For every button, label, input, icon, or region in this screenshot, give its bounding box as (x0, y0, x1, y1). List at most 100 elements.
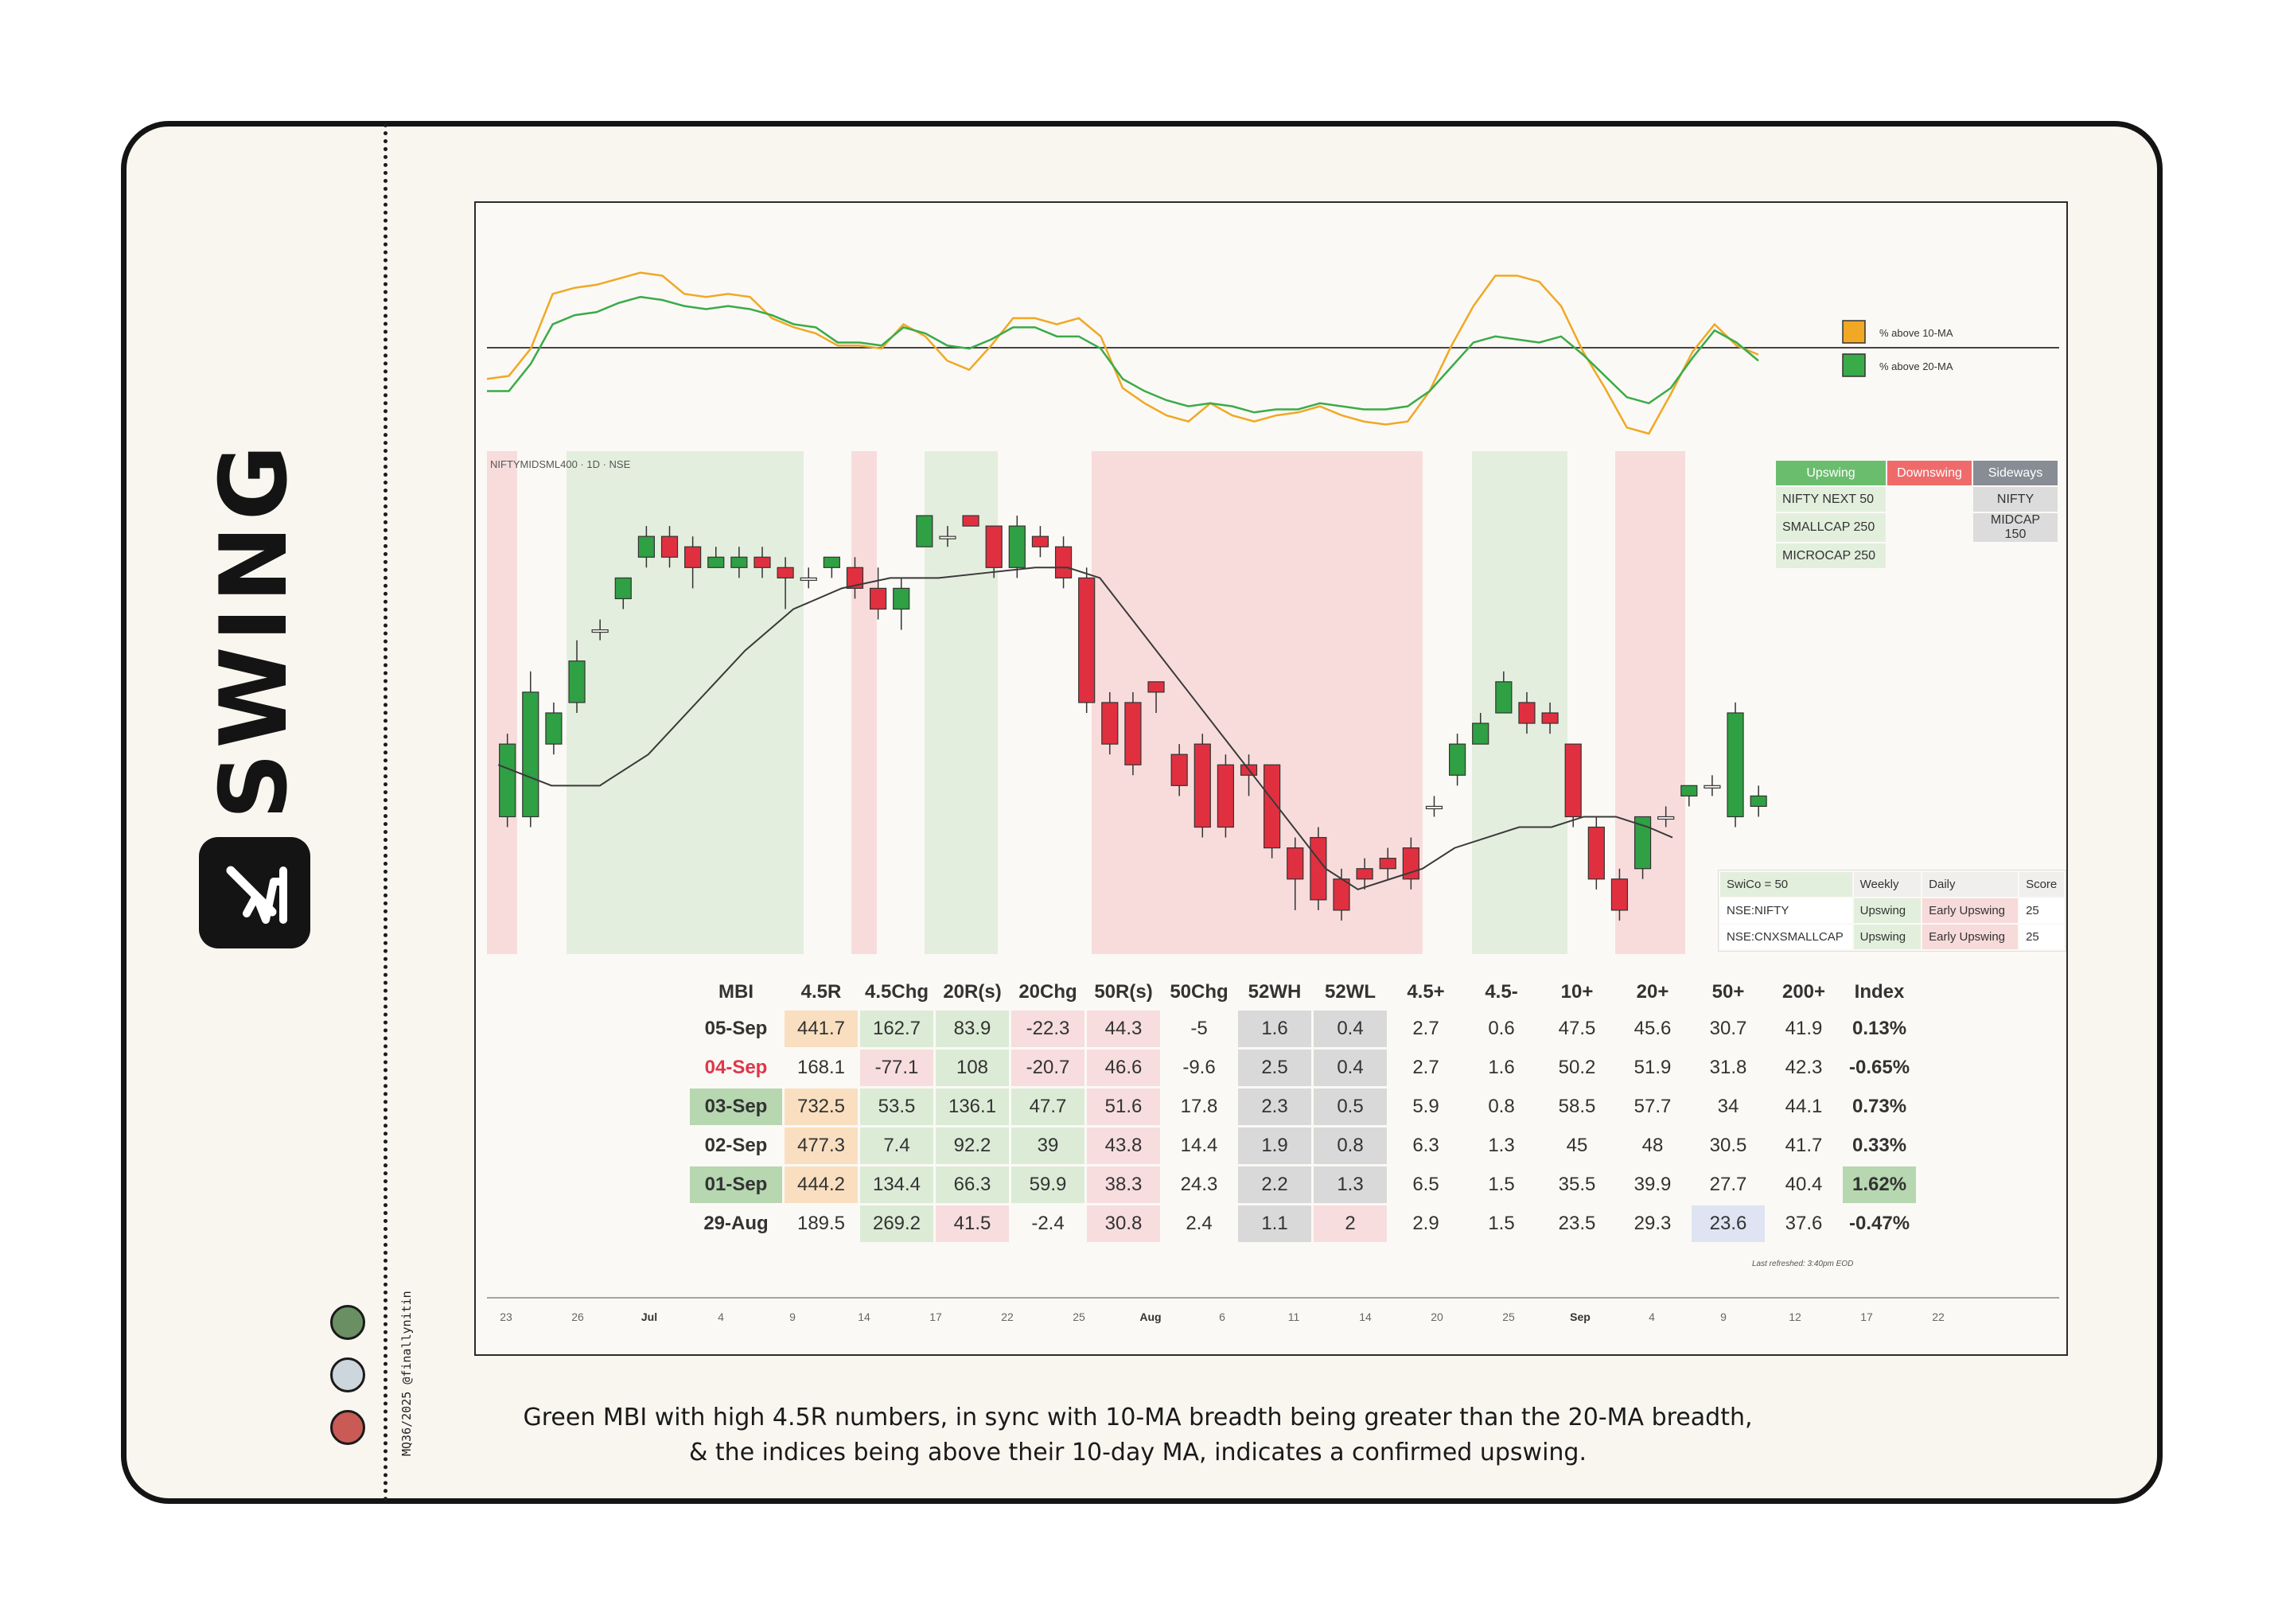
mbi-cell: 0.5 (1314, 1089, 1388, 1125)
mbi-cell: 17.8 (1180, 1096, 1218, 1117)
mbi-cell: 59.9 (1011, 1166, 1085, 1203)
mbi-header: 52WH (1248, 981, 1302, 1003)
candle-body (1425, 805, 1443, 810)
status-dot-red (330, 1410, 365, 1445)
mbi-header: Index (1854, 981, 1905, 1003)
mbi-row: 04-Sep 168.1 -77.1 108 -20.7 46.6 -9.6 2.5 0.4 2.… (690, 1050, 1916, 1086)
mbi-cell: 66.3 (936, 1166, 1010, 1203)
breadth-line-10ma (486, 271, 1759, 435)
candle-body (1333, 878, 1350, 911)
regime-upswing-item: MICROCAP 250 (1776, 543, 1886, 568)
mbi-header: 4.5- (1485, 981, 1518, 1003)
candle-body (1541, 712, 1559, 724)
caption-line-1: Green MBI with high 4.5R numbers, in syn… (523, 1404, 1753, 1431)
mbi-cell: 5.9 (1412, 1096, 1439, 1117)
candle-body (1472, 722, 1489, 745)
candle-body (730, 556, 748, 568)
mbi-cell: 1.62% (1843, 1166, 1917, 1203)
mbi-date: 29-Aug (703, 1213, 769, 1234)
legend-10ma: % above 10-MA (1879, 327, 1953, 339)
mbi-cell: 23.6 (1692, 1205, 1766, 1242)
swico-cell: Upswing (1853, 925, 1922, 949)
mbi-cell: 0.73% (1852, 1096, 1907, 1117)
mbi-cell: 108 (936, 1050, 1010, 1086)
mbi-cell: 2.5 (1238, 1050, 1312, 1086)
x-tick-label: 4 (718, 1310, 724, 1323)
x-tick-label: 14 (858, 1310, 870, 1323)
x-tick-label: 25 (1073, 1310, 1085, 1323)
candle-body (1101, 702, 1119, 745)
mbi-cell: 30.5 (1709, 1135, 1747, 1156)
mbi-header: MBI (718, 981, 753, 1003)
mbi-cell: 0.33% (1852, 1135, 1907, 1156)
swico-header: SwiCo = 50 (1720, 872, 1852, 897)
caption: Green MBI with high 4.5R numbers, in syn… (446, 1400, 1830, 1470)
mbi-cell: 134.4 (860, 1166, 934, 1203)
candle-body (870, 587, 887, 610)
x-tick-label: 6 (1219, 1310, 1225, 1323)
mbi-cell: 0.4 (1314, 1011, 1388, 1047)
moving-average-line (497, 567, 1673, 890)
mbi-cell: 1.5 (1488, 1174, 1515, 1195)
mbi-cell: 45 (1566, 1135, 1588, 1156)
mbi-cell: 42.3 (1785, 1057, 1823, 1078)
mbi-cell: 1.6 (1238, 1011, 1312, 1047)
chart-frame: NIFTYMIDSML400 · 1D · NSE % above 10-MA … (474, 201, 2068, 1356)
x-tick-label: 12 (1789, 1310, 1801, 1323)
candle-body (1147, 681, 1165, 693)
mbi-header: 50R(s) (1094, 981, 1153, 1003)
mbi-cell: 57.7 (1633, 1096, 1672, 1117)
x-tick-label: 11 (1288, 1310, 1300, 1323)
x-tick-label: 14 (1359, 1310, 1372, 1323)
candle-body (962, 515, 979, 527)
mbi-cell: -2.4 (1031, 1213, 1065, 1234)
legend-swatch-20ma (1842, 353, 1866, 377)
mbi-cell: 1.6 (1488, 1057, 1515, 1078)
candle-body (1657, 816, 1675, 820)
mbi-cell: 44.1 (1785, 1096, 1823, 1117)
regime-upswing-item: SMALLCAP 250 (1776, 513, 1886, 542)
mbi-cell: 6.3 (1412, 1135, 1439, 1156)
mbi-cell: 31.8 (1709, 1057, 1747, 1078)
mbi-cell: 45.6 (1633, 1018, 1672, 1039)
candle-body (1750, 795, 1767, 808)
x-axis-ticks: 23 26 Jul 4 9 14 17 22 25 Aug 6 11 14 20 25 Sep 4 9 12 17 22 (500, 1310, 1945, 1323)
mbi-cell: 47.5 (1558, 1018, 1596, 1039)
candle-body (1054, 546, 1073, 578)
mbi-cell: 0.6 (1488, 1018, 1515, 1039)
regime-sideways-item: MIDCAP 150 (1973, 513, 2058, 542)
mbi-cell: 41.9 (1785, 1018, 1823, 1039)
mbi-cell: 40.4 (1785, 1174, 1823, 1195)
mbi-row: 05-Sep 441.7 162.7 83.9 -22.3 44.3 -5 1.6 0.4 2.7… (690, 1011, 1916, 1047)
last-refreshed: Last refreshed: 3:40pm EOD (1752, 1260, 1854, 1268)
candle-body (1031, 535, 1049, 547)
candle-body (1170, 754, 1188, 786)
mbi-header: 20+ (1636, 981, 1669, 1003)
candle-body (1078, 577, 1096, 703)
mbi-header: 200+ (1781, 981, 1826, 1003)
candle-body (939, 535, 956, 539)
breadth-line-20ma (487, 295, 1759, 414)
candle-body (1287, 847, 1304, 880)
mbi-cell: 30.7 (1709, 1018, 1747, 1039)
candle-body (1610, 878, 1629, 911)
dotted-divider (384, 123, 387, 1502)
mbi-cell: 34 (1717, 1096, 1739, 1117)
mbi-cell: 7.4 (860, 1127, 934, 1164)
mbi-cell: 51.6 (1087, 1089, 1161, 1125)
mbi-date: 01-Sep (690, 1166, 782, 1203)
mbi-header: 4.5Chg (865, 981, 929, 1003)
regime-header-sideways: Sideways (1973, 461, 2058, 485)
mbi-cell: 24.3 (1180, 1174, 1218, 1195)
candle-body (916, 515, 933, 547)
candle-body (1448, 743, 1466, 776)
mbi-cell: 6.5 (1412, 1174, 1439, 1195)
candle-body (1264, 764, 1281, 849)
candle-body (1564, 743, 1582, 818)
regime-band (487, 451, 517, 954)
candle-body (777, 567, 794, 578)
mbi-cell: 2.9 (1412, 1213, 1439, 1234)
x-tick-label: 22 (1001, 1310, 1014, 1323)
mbi-date: 04-Sep (704, 1057, 768, 1078)
candle-body (1704, 785, 1721, 789)
